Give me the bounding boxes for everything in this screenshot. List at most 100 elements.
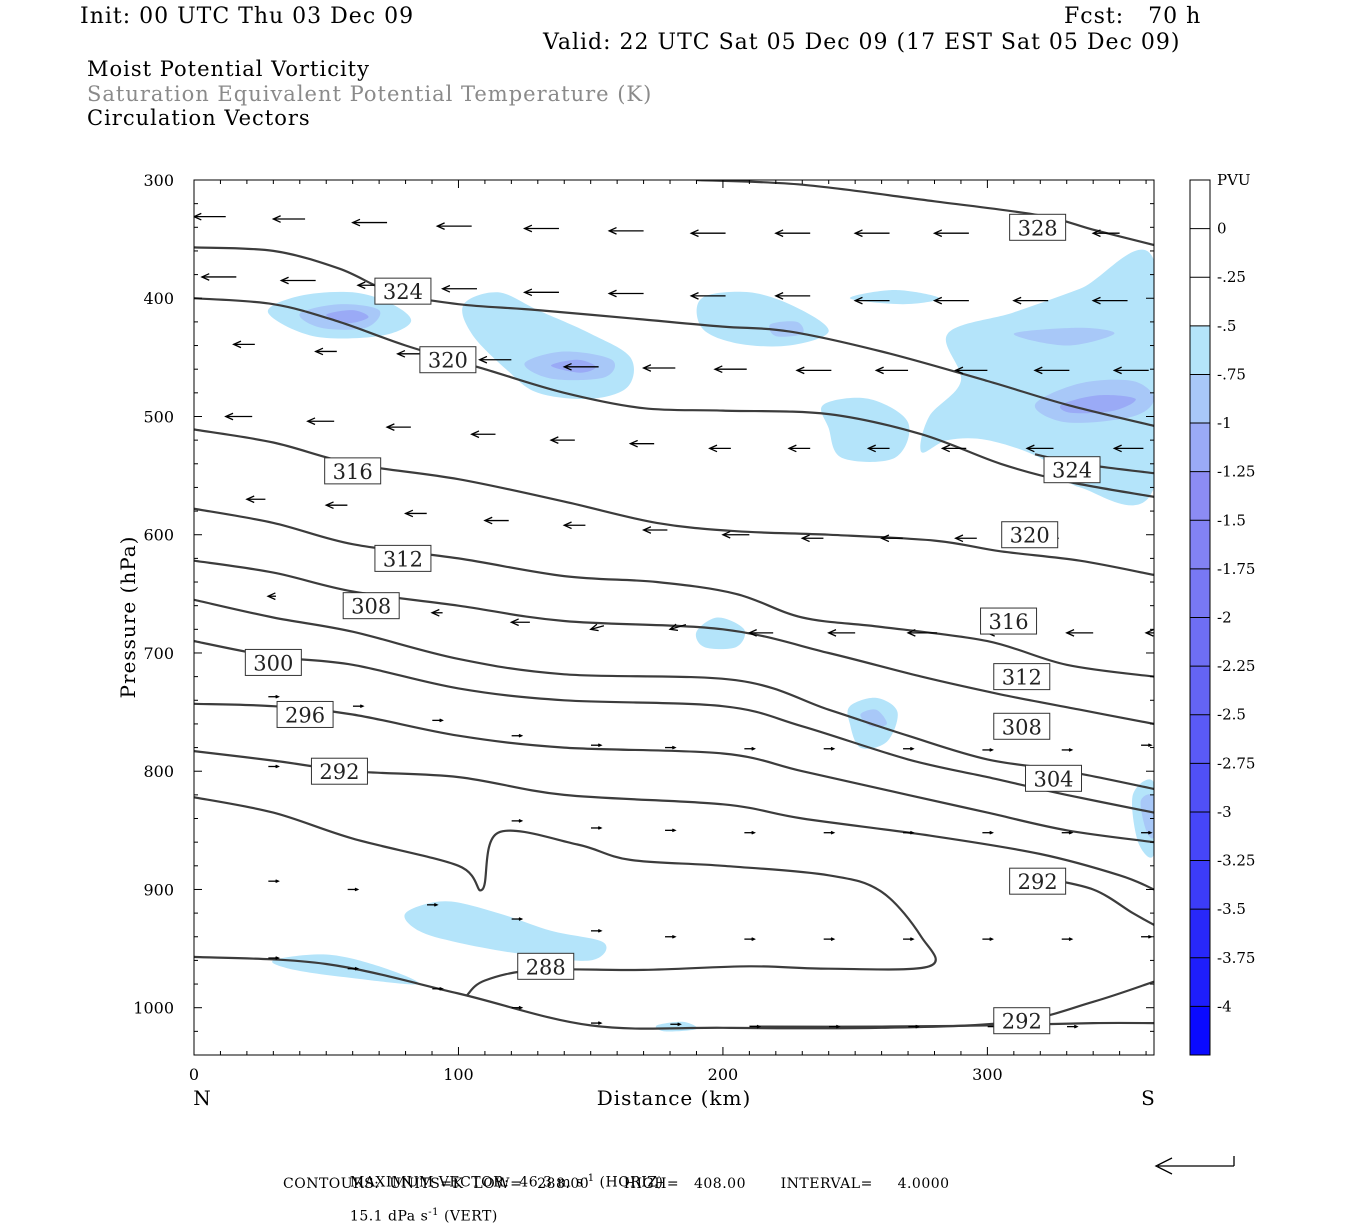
circulation-vector (194, 212, 226, 221)
init-time-label: Init: 00 UTC Thu 03 Dec 09 (80, 4, 415, 29)
circulation-vector (932, 229, 969, 238)
circulation-vector (590, 929, 603, 933)
colorbar-label: -1 (1217, 414, 1232, 432)
pv-shade-region (1140, 794, 1154, 839)
circulation-vector (352, 704, 365, 708)
colorbar-swatch (1190, 471, 1210, 521)
colorbar-swatch (1190, 714, 1210, 764)
y-tick-label: 300 (143, 171, 174, 190)
max-vector-horiz-exponent: -1 (583, 1173, 595, 1184)
colorbar-swatch (1190, 617, 1210, 667)
theta-e-contour (194, 702, 1154, 844)
theta-e-contour (194, 297, 1154, 498)
circulation-vector (903, 830, 915, 835)
colorbar-label: -2.25 (1217, 657, 1255, 675)
theta-e-contour (194, 640, 1154, 814)
circulation-vector (427, 903, 439, 907)
circulation-vector (823, 746, 836, 751)
y-tick-label: 500 (143, 407, 174, 426)
colorbar-swatch (1190, 374, 1210, 424)
circulation-vector (403, 509, 427, 518)
circulation-vector (795, 366, 832, 375)
circulation-vector (800, 534, 824, 543)
y-tick-label: 700 (143, 644, 174, 663)
circulation-vector (268, 879, 280, 883)
circulation-vector (1091, 296, 1128, 305)
circulation-vector (1144, 629, 1154, 637)
colorbar-swatch (1190, 957, 1210, 1007)
svg-text:312: 312 (1002, 666, 1042, 690)
pv-shade-region (272, 954, 420, 985)
circulation-vector (511, 733, 524, 738)
circulation-vector (385, 423, 411, 431)
theta-e-contour (194, 796, 937, 997)
svg-text:320: 320 (1010, 524, 1050, 548)
colorbar-swatch (1190, 1006, 1210, 1055)
theta-e-contour (194, 246, 1154, 427)
circulation-vector (432, 986, 444, 991)
contour-label-layer: 328 324 320 324 316 320 312 316 308 312 300 308 296 3… (244, 213, 1101, 1035)
circulation-vector (200, 273, 237, 281)
colorbar-label: -.5 (1217, 317, 1236, 335)
circulation-vector (853, 296, 890, 305)
contour-label: 316 (324, 457, 382, 485)
circulation-vector (903, 746, 915, 751)
circulation-vector (268, 764, 280, 769)
pv-shade-region (326, 310, 369, 324)
colorbar-label: -1.25 (1217, 463, 1255, 481)
circulation-vector (549, 436, 575, 444)
colorbar-swatch (1190, 325, 1210, 375)
axis-layer: 300 400 500 600 700 800 900 1000 0 100 200 300 (133, 171, 1154, 1084)
circulation-vector (314, 347, 337, 356)
contour-label: 320 (419, 346, 477, 374)
pv-shade-region (696, 291, 829, 347)
colorbar-swatch (1190, 228, 1210, 278)
contour-label: 324 (374, 277, 432, 305)
circulation-vector (689, 229, 726, 238)
max-vector-horiz-unit: (HORIZ) (594, 1174, 664, 1191)
circulation-vector (432, 718, 444, 723)
svg-text:292: 292 (319, 760, 359, 784)
circulation-vector (347, 887, 360, 892)
circulation-vector (511, 1005, 524, 1010)
contour-label: 316 (980, 607, 1038, 635)
theta-e-contour (194, 507, 1154, 678)
pv-shade-region (920, 249, 1154, 506)
circulation-vector (744, 937, 756, 941)
colorbar-label: -2.75 (1217, 754, 1255, 772)
pv-shade-region (849, 290, 940, 305)
circulation-vector (1141, 743, 1153, 748)
colorbar-swatch (1190, 277, 1210, 326)
colorbar-label: -4 (1217, 997, 1232, 1015)
circulation-vector (271, 215, 306, 223)
max-vector-vert-exponent: -1 (428, 1206, 440, 1218)
forecast-hour-label: Fcst: 70 h (1064, 4, 1202, 29)
pv-shade-region (695, 617, 746, 650)
svg-text:308: 308 (1002, 715, 1042, 739)
circulation-vector (670, 1022, 682, 1027)
theta-e-contour (696, 180, 1154, 247)
contour-label: 312 (374, 544, 432, 572)
circulation-vector (982, 937, 994, 941)
svg-text:296: 296 (285, 703, 325, 727)
x-tick-label: 300 (972, 1065, 1003, 1084)
circulation-vector (522, 288, 559, 297)
circulation-vector (880, 534, 903, 543)
circulation-vector (908, 1024, 920, 1029)
contour-label: 308 (993, 712, 1051, 740)
circulation-vector (827, 629, 856, 637)
contour-label: 304 (1025, 764, 1083, 792)
circulation-vector-layer (194, 212, 1154, 1029)
colorbar-label: -.25 (1217, 268, 1246, 286)
circulation-vector (774, 292, 811, 300)
circulation-vector (511, 819, 524, 823)
y-tick-label: 800 (143, 762, 174, 781)
circulation-vector (1141, 830, 1153, 835)
circulation-vector (1025, 444, 1054, 453)
contour-label: 328 (1009, 213, 1067, 241)
x-axis-title: Distance (km) (597, 1086, 752, 1110)
svg-text:300: 300 (253, 651, 293, 675)
field-title-thetae: Saturation Equivalent Potential Temperat… (87, 82, 653, 106)
colorbar-title: PVU (1217, 171, 1251, 189)
colorbar-swatch (1190, 666, 1210, 715)
